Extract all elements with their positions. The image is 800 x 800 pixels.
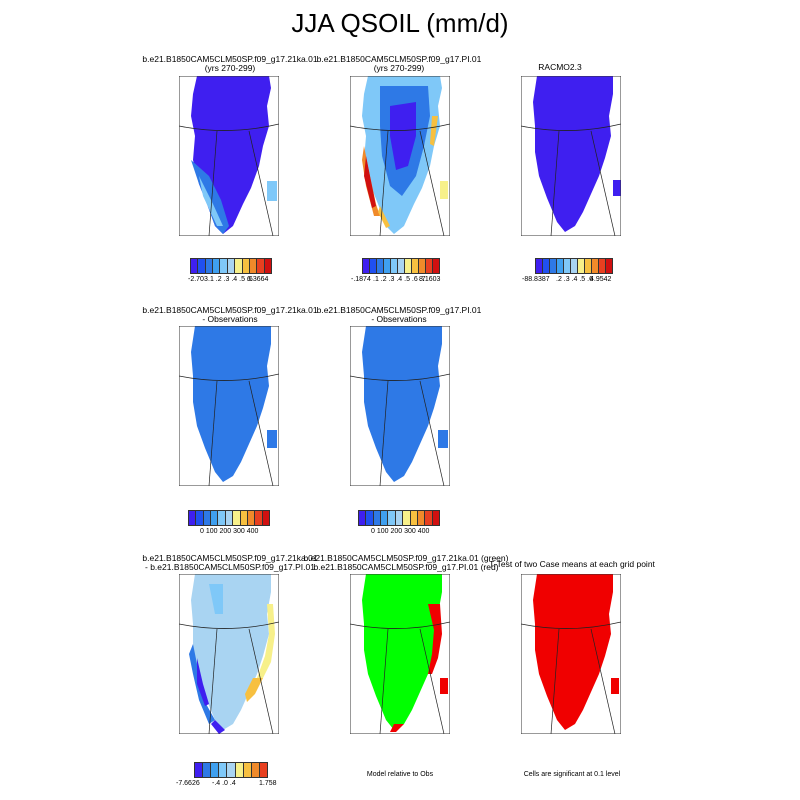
panel-3-colorbar-min: -88.8387 — [522, 276, 550, 283]
panel-2-title-line1: b.e21.B1850CAM5CLM50SP.f09_g17.PI.01 — [316, 54, 482, 64]
panel-6-title: b.e21.B1850CAM5CLM50SP.f09_g17.21ka.01 -… — [120, 554, 340, 572]
panel-6-title-line1: b.e21.B1850CAM5CLM50SP.f09_g17.21ka.01 — [142, 553, 318, 563]
panel-8-title: T-Test of two Case means at each grid po… — [462, 560, 682, 569]
panel-6-colorbar-max: 1.758 — [259, 780, 277, 787]
panel-5-title-line2: - Observations — [371, 314, 427, 324]
panel-5-title-line1: b.e21.B1850CAM5CLM50SP.f09_g17.PI.01 — [316, 305, 482, 315]
panel-1-colorbar-mid: .1 .2 .3 .4 .5 .6 — [208, 276, 253, 283]
figure-title: JJA QSOIL (mm/d) — [291, 8, 509, 38]
panel-7-title-line2: b.e21.B1850CAM5CLM50SP.f09_g17.PI.01 (re… — [313, 562, 499, 572]
panel-7-title-line1: b.e21.B1850CAM5CLM50SP.f09_g17.21ka.01 (… — [303, 553, 509, 563]
panel-2-map — [350, 76, 450, 236]
panel-3-colorbar-mid: .2 .3 .4 .5 .6 — [556, 276, 593, 283]
panel-3-title: RACMO2.3 — [450, 63, 670, 72]
panel-4-title: b.e21.B1850CAM5CLM50SP.f09_g17.21ka.01 -… — [120, 306, 340, 324]
panel-7-map — [350, 574, 450, 734]
panel-4-title-line1: b.e21.B1850CAM5CLM50SP.f09_g17.21ka.01 — [142, 305, 318, 315]
panel-1-colorbar — [190, 258, 272, 274]
panel-8-title-line1: T-Test of two Case means at each grid po… — [489, 559, 655, 569]
panel-5-colorbar-labels: 0 100 200 300 400 — [371, 528, 430, 535]
panel-4-colorbar — [188, 510, 270, 526]
panel-1-title-line2: (yrs 270-299) — [204, 63, 256, 73]
panel-8-note: Cells are significant at 0.1 level — [523, 771, 621, 778]
panel-2-colorbar-min: -.1874 — [351, 276, 371, 283]
panel-5-title: b.e21.B1850CAM5CLM50SP.f09_g17.PI.01 - O… — [289, 306, 509, 324]
panel-2-title-line2: (yrs 270-299) — [373, 63, 425, 73]
panel-3-colorbar-max: 4.9542 — [590, 276, 612, 283]
panel-6-colorbar-mid: -.4 .0 .4 — [212, 780, 236, 787]
panel-6-colorbar-min: -7.6626 — [176, 780, 200, 787]
panel-6-map — [179, 574, 279, 734]
panel-3-map — [521, 76, 621, 236]
panel-1-map — [179, 76, 279, 236]
panel-2-colorbar-mid: .1 .2 .3 .4 .5 .6 .7 — [373, 276, 426, 283]
panel-1-title-line1: b.e21.B1850CAM5CLM50SP.f09_g17.21ka.01 — [142, 54, 318, 64]
panel-1-colorbar-max: 6.3664 — [247, 276, 269, 283]
panel-6-colorbar — [194, 762, 268, 778]
panel-2-title: b.e21.B1850CAM5CLM50SP.f09_g17.PI.01 (yr… — [289, 55, 509, 73]
panel-4-colorbar-labels: 0 100 200 300 400 — [200, 528, 259, 535]
panel-3-colorbar — [535, 258, 613, 274]
panel-1-title: b.e21.B1850CAM5CLM50SP.f09_g17.21ka.01 (… — [120, 55, 340, 73]
panel-2-colorbar — [362, 258, 440, 274]
panel-4-title-line2: - Observations — [202, 314, 258, 324]
panel-1-colorbar-min: -2.703 — [188, 276, 208, 283]
panel-5-map — [350, 326, 450, 486]
panel-6-title-line2: - b.e21.B1850CAM5CLM50SP.f09_g17.PI.01 — [145, 562, 315, 572]
panel-8-map — [521, 574, 621, 734]
panel-7-note: Model relative to Obs — [366, 771, 434, 778]
panel-7-title: b.e21.B1850CAM5CLM50SP.f09_g17.21ka.01 (… — [296, 554, 516, 572]
panel-2-colorbar-max: 8.1603 — [419, 276, 441, 283]
panel-5-colorbar — [358, 510, 440, 526]
panel-3-title-line1: RACMO2.3 — [538, 62, 582, 72]
panel-4-map — [179, 326, 279, 486]
